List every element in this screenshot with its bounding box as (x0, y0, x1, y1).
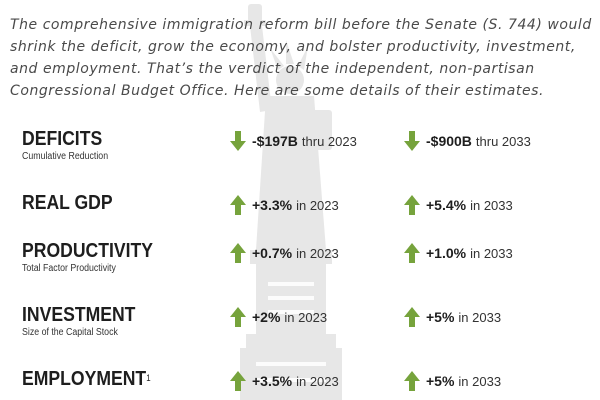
arrow-up-icon (230, 371, 246, 391)
stat-period: in 2023 (284, 309, 328, 325)
stat-period: in 2023 (296, 245, 339, 261)
stat-2023: +3.3% in 2023 (230, 194, 339, 216)
arrow-up-icon (230, 307, 246, 327)
row-subtitle: Total Factor Productivity (22, 263, 116, 274)
row-label: INVESTMENT Size of the Capital Stock (22, 304, 151, 340)
arrow-down-icon (404, 131, 420, 151)
row-title: PRODUCTIVITY (22, 240, 154, 262)
stat-2033: +1.0% in 2033 (404, 242, 513, 264)
intro-paragraph: The comprehensive immigration reform bil… (10, 17, 592, 99)
stat-row-deficits: DEFICITS Cumulative Reduction -$197B thr… (0, 128, 600, 178)
stat-period: in 2033 (470, 245, 513, 261)
row-subtitle: Size of the Capital Stock (22, 327, 118, 338)
stat-row-real-gdp: REAL GDP +3.3% in 2023 +5.4% in 2033 (0, 192, 600, 242)
footnote-marker: 1 (146, 373, 151, 383)
row-title: DEFICITS (22, 128, 103, 150)
stat-2023: -$197B thru 2023 (230, 130, 357, 152)
row-title-text: EMPLOYMENT (22, 368, 147, 390)
arrow-up-icon (404, 371, 420, 391)
stat-row-productivity: PRODUCTIVITY Total Factor Productivity +… (0, 240, 600, 290)
stat-2033: +5.4% in 2033 (404, 194, 513, 216)
stat-period: in 2033 (458, 309, 502, 325)
stat-value: +5% (426, 309, 455, 325)
stat-value: +1.0% (426, 245, 467, 261)
arrow-up-icon (404, 307, 420, 327)
stat-value: +5% (426, 373, 455, 389)
stat-period: in 2023 (296, 197, 339, 213)
stat-value: +5.4% (426, 197, 467, 213)
stat-period: in 2023 (296, 373, 339, 389)
stat-period: in 2033 (458, 373, 502, 389)
stat-2023: +3.5% in 2023 (230, 370, 339, 392)
stat-2033: +5% in 2033 (404, 306, 501, 328)
stat-value: +2% (252, 309, 281, 325)
stat-2023: +2% in 2023 (230, 306, 327, 328)
arrow-up-icon (404, 243, 420, 263)
row-label: PRODUCTIVITY Total Factor Productivity (22, 240, 171, 276)
stat-2023: +0.7% in 2023 (230, 242, 339, 264)
stat-value: -$900B (426, 133, 472, 149)
row-label: EMPLOYMENT1 (22, 368, 168, 390)
stat-value: +3.5% (252, 373, 293, 389)
stat-value: +3.3% (252, 197, 293, 213)
row-title: REAL GDP (22, 192, 113, 214)
arrow-up-icon (230, 243, 246, 263)
row-subtitle: Cumulative Reduction (22, 151, 109, 162)
arrow-down-icon (230, 131, 246, 151)
stat-period: thru 2023 (301, 133, 357, 149)
stat-period: in 2033 (470, 197, 513, 213)
stat-2033: +5% in 2033 (404, 370, 501, 392)
stat-value: +0.7% (252, 245, 293, 261)
row-title: EMPLOYMENT1 (22, 368, 151, 390)
stat-value: -$197B (252, 133, 298, 149)
arrow-up-icon (404, 195, 420, 215)
row-label: REAL GDP (22, 192, 125, 214)
arrow-up-icon (230, 195, 246, 215)
stat-2033: -$900B thru 2033 (404, 130, 531, 152)
statue-of-liberty-watermark (240, 4, 342, 400)
row-label: DEFICITS Cumulative Reduction (22, 128, 120, 164)
stat-row-employment: EMPLOYMENT1 +3.5% in 2023 +5% in 2033 (0, 368, 600, 400)
stat-row-investment: INVESTMENT Size of the Capital Stock +2%… (0, 304, 600, 354)
row-title: INVESTMENT (22, 304, 136, 326)
stat-period: thru 2033 (475, 133, 531, 149)
